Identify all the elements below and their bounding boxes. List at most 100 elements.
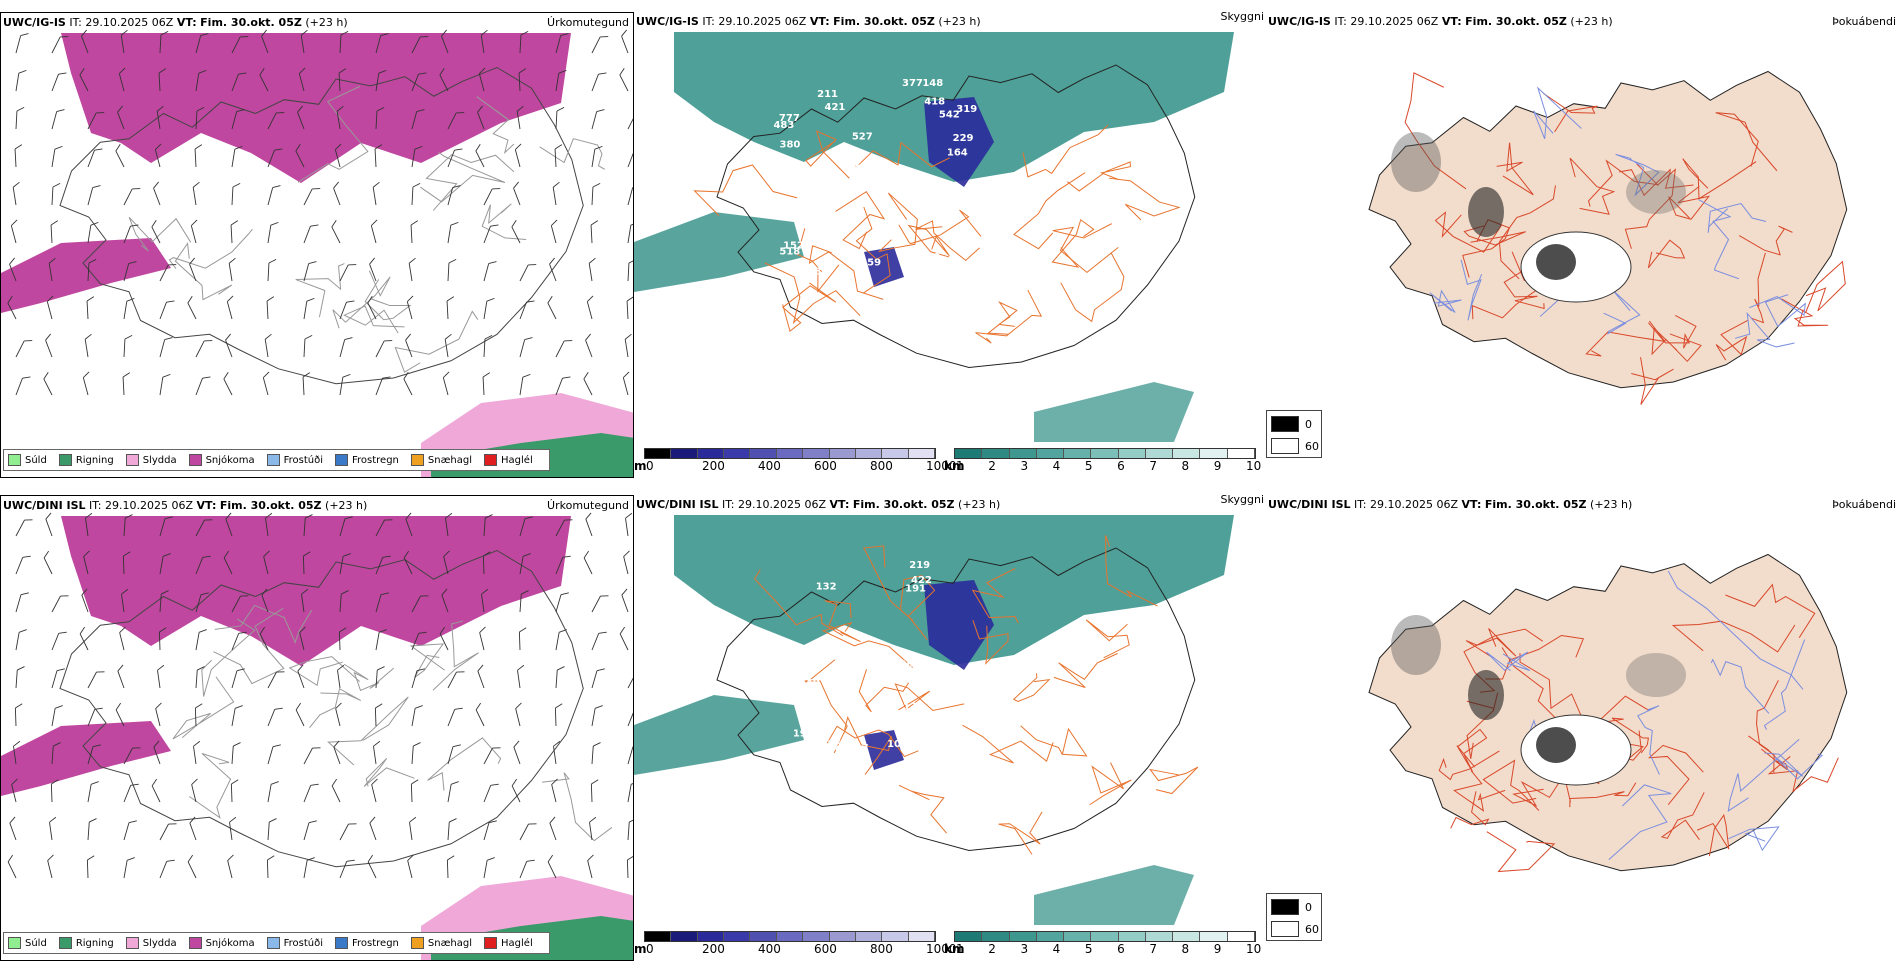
wind-barb — [478, 67, 486, 92]
wind-barb — [267, 671, 285, 689]
wind-barb — [411, 109, 425, 130]
colorbar-tick: 8 — [1181, 942, 1190, 956]
wind-barb — [444, 333, 452, 358]
panel-header: UWC/DINI ISL IT: 29.10.2025 06Z VT: Fim.… — [636, 498, 1001, 511]
cloud-base-label: 229 — [953, 133, 974, 144]
wind-barb — [115, 143, 125, 168]
wind-barb — [555, 519, 573, 537]
wind-barb — [407, 854, 414, 879]
wind-barb — [123, 188, 141, 206]
legend-item: Frostúði — [266, 937, 323, 949]
wind-barb — [262, 371, 270, 396]
colorbar-segment — [750, 932, 777, 941]
wind-barb — [267, 258, 277, 282]
wind-barb — [225, 512, 233, 537]
colorbar-tick: 6 — [1117, 942, 1125, 956]
colorbar-tick: 400 — [758, 942, 781, 956]
legend-label: Frostregn — [352, 937, 399, 949]
wind-barb — [554, 144, 563, 168]
legend-swatch — [58, 937, 72, 949]
wind-barb — [339, 516, 353, 537]
fog-index-panel: UWC/DINI ISL IT: 29.10.2025 06Z VT: Fim.… — [1266, 495, 1900, 961]
wind-barb — [513, 740, 521, 765]
colorbar-tick: 10 — [1246, 942, 1262, 956]
panel-header: UWC/IG-IS IT: 29.10.2025 06Z VT: Fim. 30… — [1268, 15, 1613, 28]
legend-label: Snjókoma — [205, 937, 255, 949]
wind-barb — [267, 707, 283, 727]
wind-barb — [619, 67, 629, 92]
colorbar-segment — [908, 932, 935, 941]
panel-product-title: Skyggni — [1220, 12, 1264, 23]
base-height-colorbar: m 0 200 400 600 800 1000 — [634, 925, 957, 959]
legend-item: Snjókoma — [188, 937, 255, 949]
wind-barb — [585, 512, 593, 537]
colorbar-segment — [855, 449, 883, 458]
precip-type-legend: Súld Rigning Slydda Snjókoma Frostúði Frostre… — [3, 449, 550, 471]
colorbar-segment — [955, 449, 983, 458]
legend-swatch — [484, 454, 498, 466]
wind-barb — [483, 783, 499, 803]
wind-barb — [406, 295, 414, 320]
wind-barb — [123, 334, 133, 358]
wind-barb — [375, 106, 385, 130]
wind-barb — [447, 258, 457, 282]
wind-barb — [87, 258, 97, 282]
legend-swatch — [335, 937, 348, 949]
legend-label: Slydda — [142, 937, 177, 949]
wind-barb — [117, 105, 125, 130]
wind-barb — [555, 666, 565, 689]
legend-item: Súld — [8, 454, 47, 466]
colorbar-segment — [724, 932, 751, 941]
wind-barb — [123, 747, 141, 765]
wind-barb — [587, 854, 594, 879]
wind-barb — [123, 857, 135, 879]
wind-barb — [81, 29, 89, 54]
wind-barb — [519, 373, 531, 396]
wind-barb — [229, 816, 237, 841]
colorbar-tick: 1 — [956, 459, 964, 473]
wind-barb — [295, 702, 305, 727]
wind-barb — [156, 105, 164, 130]
wind-barb — [267, 185, 281, 206]
panel-product-title: Þokuábendi — [1832, 15, 1896, 28]
wind-barb — [547, 854, 557, 879]
colorbar-tick: 1000 — [926, 459, 957, 473]
cloud-base-label: 422 — [911, 575, 932, 586]
colorbar-segment — [955, 932, 983, 941]
wind-barb — [189, 257, 197, 282]
legend-swatch — [58, 454, 72, 466]
colorbar-segment — [1036, 449, 1065, 458]
wind-barb — [549, 816, 557, 841]
wind-barb — [333, 740, 341, 765]
wind-barb — [331, 778, 341, 803]
colorbar-segment — [1009, 449, 1037, 458]
fog-legend-item: 0 — [1271, 899, 1312, 915]
wind-barb — [373, 740, 381, 765]
wind-barb — [159, 859, 175, 879]
wind-barb — [51, 705, 63, 727]
cloud-base-label: 302 — [984, 709, 1005, 720]
colorbar-segment — [1118, 449, 1146, 458]
legend-item: Haglél — [484, 454, 533, 466]
wind-barb — [303, 514, 313, 537]
panel-product-title: Úrkomutegund — [547, 499, 629, 512]
colorbar-segment — [1118, 932, 1146, 941]
cloud-base-label: 199 — [821, 746, 842, 757]
fog-index-legend: 0 60 — [1266, 410, 1322, 458]
wind-barb — [51, 182, 61, 206]
wind-barb — [266, 855, 275, 879]
wind-barb — [411, 742, 421, 765]
wind-barb — [267, 744, 281, 765]
wind-barb — [7, 295, 17, 320]
wind-barb — [519, 590, 529, 613]
wind-barb — [511, 778, 521, 803]
wind-barb — [337, 664, 345, 689]
colorbar-segment — [1091, 932, 1119, 941]
wind-barb — [302, 551, 311, 575]
cloud-base-label: 130 — [919, 252, 940, 263]
fog-area — [1626, 653, 1686, 697]
legend-swatch — [125, 937, 139, 949]
wind-barb — [374, 703, 383, 727]
panel-product-title: Skyggni — [1220, 495, 1264, 506]
wind-barb — [547, 295, 557, 320]
